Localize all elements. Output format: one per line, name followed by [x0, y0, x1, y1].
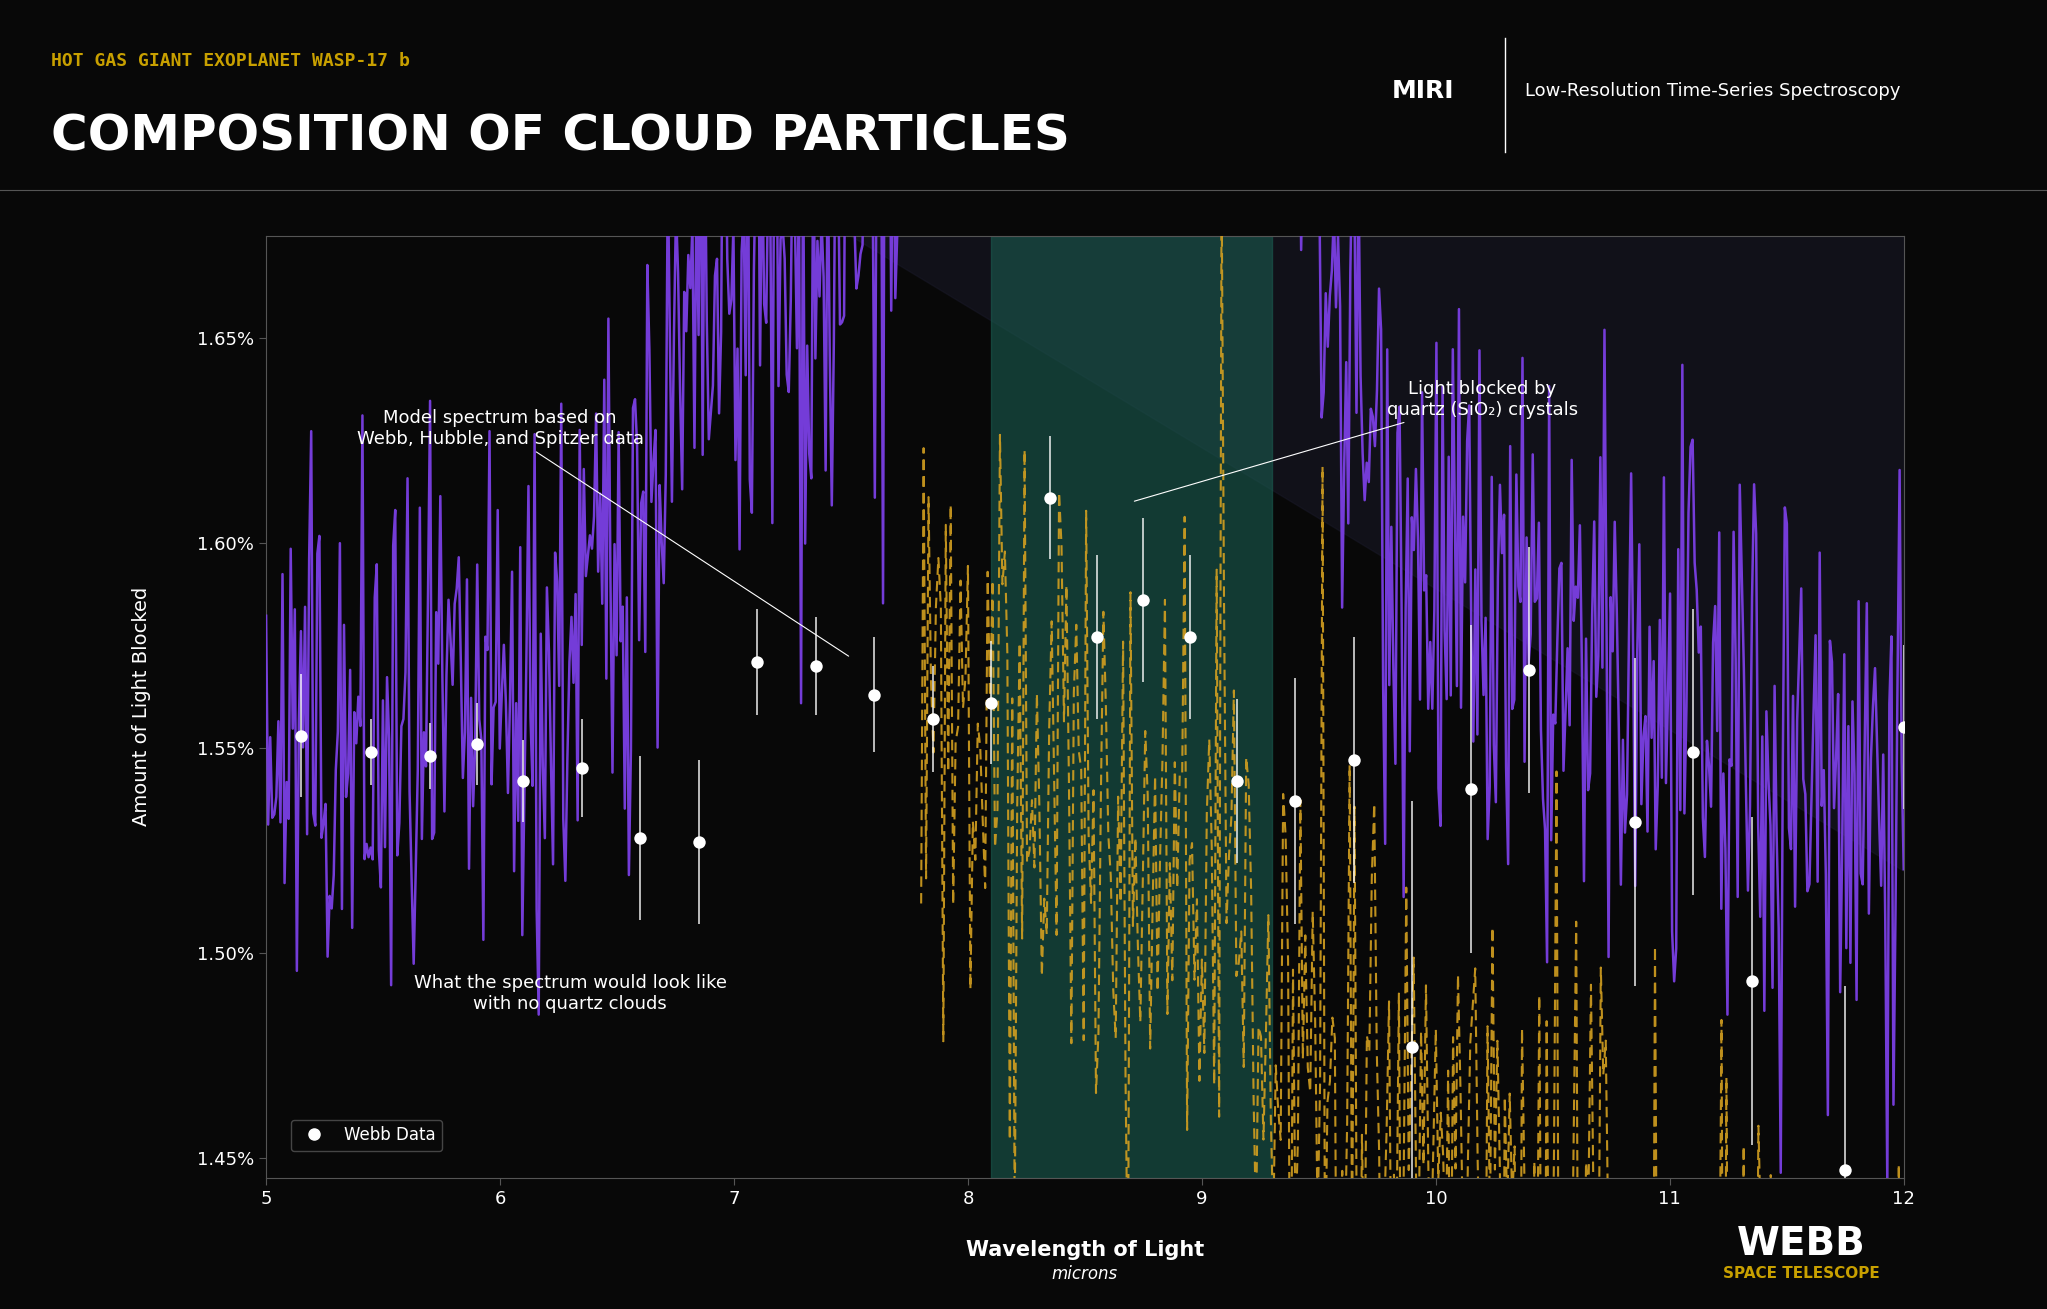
- Point: [413, 746, 446, 767]
- Point: [974, 692, 1007, 713]
- Point: [1173, 627, 1206, 648]
- Polygon shape: [852, 236, 1904, 870]
- Point: [1279, 791, 1312, 812]
- Point: [1337, 750, 1369, 771]
- Text: HOT GAS GIANT EXOPLANET WASP-17 b: HOT GAS GIANT EXOPLANET WASP-17 b: [51, 52, 409, 69]
- Point: [917, 708, 950, 729]
- Point: [1513, 660, 1545, 681]
- Text: SPACE TELESCOPE: SPACE TELESCOPE: [1724, 1266, 1879, 1282]
- Text: Light blocked by
quartz (SiO₂) crystals: Light blocked by quartz (SiO₂) crystals: [1134, 380, 1578, 501]
- Point: [1887, 717, 1920, 738]
- Point: [1396, 1037, 1429, 1058]
- Text: WEBB: WEBB: [1738, 1224, 1865, 1263]
- Text: Low-Resolution Time-Series Spectroscopy: Low-Resolution Time-Series Spectroscopy: [1525, 82, 1900, 99]
- Point: [565, 758, 598, 779]
- Point: [1619, 812, 1652, 833]
- Text: Wavelength of Light: Wavelength of Light: [966, 1240, 1204, 1261]
- Point: [682, 831, 714, 852]
- Text: What the spectrum would look like
with no quartz clouds: What the spectrum would look like with n…: [413, 974, 727, 1013]
- Point: [1736, 971, 1769, 992]
- Text: Model spectrum based on
Webb, Hubble, and Spitzer data: Model spectrum based on Webb, Hubble, an…: [356, 408, 850, 656]
- Point: [624, 827, 657, 848]
- Point: [1081, 627, 1114, 648]
- Point: [858, 685, 890, 706]
- Point: [1034, 487, 1066, 508]
- Point: [354, 741, 387, 762]
- Point: [461, 733, 493, 754]
- Point: [800, 656, 833, 677]
- Point: [1455, 779, 1488, 800]
- Text: MIRI: MIRI: [1392, 79, 1455, 103]
- Point: [1676, 741, 1709, 762]
- Bar: [991, 236, 1271, 1178]
- Text: COMPOSITION OF CLOUD PARTICLES: COMPOSITION OF CLOUD PARTICLES: [51, 113, 1071, 161]
- Legend: Webb Data: Webb Data: [291, 1119, 442, 1151]
- Point: [1220, 770, 1253, 791]
- Point: [1128, 590, 1161, 611]
- Point: [508, 770, 540, 791]
- Point: [741, 652, 774, 673]
- Point: [1828, 1160, 1861, 1181]
- Text: microns: microns: [1052, 1264, 1118, 1283]
- Point: [285, 725, 317, 746]
- Y-axis label: Amount of Light Blocked: Amount of Light Blocked: [133, 588, 151, 826]
